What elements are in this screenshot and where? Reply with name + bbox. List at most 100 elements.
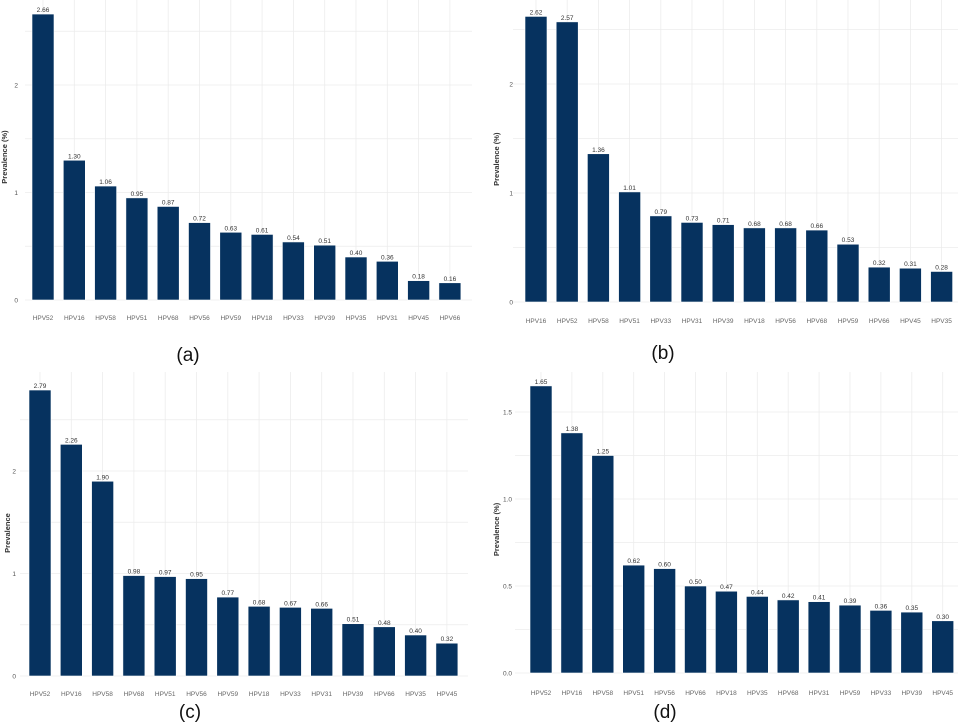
bar-hpv35	[930, 271, 953, 303]
chart-panel-c: 0 1 2 Prevalence 2.79 HPV52 2.26 HPV16 1.90 HPV58…	[3, 372, 468, 723]
data-label: 0.68	[748, 221, 761, 228]
data-label: 0.79	[654, 209, 667, 216]
x-tick-label: HPV45	[900, 318, 921, 325]
data-label: 0.48	[378, 620, 391, 627]
bar-hpv39	[711, 224, 735, 303]
bar-hpv18	[743, 227, 766, 303]
x-tick-label: HPV68	[778, 690, 799, 697]
bar-hpv45	[931, 620, 955, 674]
x-tick-label: HPV35	[931, 318, 952, 325]
x-tick-label: HPV39	[343, 691, 364, 698]
x-tick-label: HPV66	[440, 315, 461, 322]
bar-hpv18	[715, 590, 738, 674]
panel-caption: (a)	[176, 345, 199, 366]
data-label: 0.40	[350, 250, 363, 257]
y-tick-label: 0	[509, 300, 513, 307]
y-tick-label: 2	[12, 469, 16, 476]
x-tick-label: HPV35	[405, 691, 426, 698]
x-tick-label: HPV45	[932, 690, 953, 697]
x-tick-label: HPV31	[311, 691, 332, 698]
y-tick-label: 2	[14, 83, 18, 90]
data-label: 0.66	[315, 601, 328, 608]
y-axis-label: Prevalence (%)	[492, 132, 501, 186]
bar-hpv51	[622, 564, 646, 674]
x-tick-label: HPV56	[654, 690, 675, 697]
x-tick-label: HPV58	[588, 318, 609, 325]
data-label: 0.32	[441, 636, 454, 643]
data-label: 2.66	[37, 7, 50, 14]
x-tick-label: HPV59	[838, 318, 859, 325]
data-label: 1.06	[99, 179, 112, 186]
x-tick-label: HPV66	[374, 691, 395, 698]
y-axis-label: Prevalence	[3, 513, 12, 553]
x-tick-label: HPV51	[155, 691, 176, 698]
bar-hpv66	[372, 626, 396, 677]
x-tick-label: HPV33	[871, 690, 892, 697]
data-label: 0.62	[627, 558, 640, 565]
bar-hpv58	[91, 480, 114, 677]
data-label: 2.62	[530, 9, 543, 16]
x-tick-label: HPV58	[95, 315, 116, 322]
x-tick-label: HPV59	[217, 691, 238, 698]
bar-hpv39	[313, 244, 337, 301]
x-tick-label: HPV33	[283, 315, 304, 322]
bar-hpv68	[776, 599, 800, 674]
x-tick-label: HPV59	[220, 315, 241, 322]
data-label: 0.28	[935, 264, 948, 271]
data-label: 0.42	[782, 593, 795, 600]
bar-hpv58	[94, 185, 117, 301]
bar-hpv51	[618, 191, 641, 303]
data-label: 0.40	[409, 628, 422, 635]
bar-hpv18	[247, 605, 271, 677]
x-tick-label: HPV51	[127, 315, 148, 322]
x-tick-label: HPV39	[713, 318, 734, 325]
data-label: 0.72	[193, 216, 206, 223]
data-label: 0.66	[810, 223, 823, 230]
data-label: 0.61	[256, 227, 269, 234]
bar-hpv66	[684, 585, 707, 674]
x-tick-label: HPV58	[592, 690, 613, 697]
x-tick-label: HPV31	[377, 315, 398, 322]
x-tick-label: HPV18	[252, 315, 273, 322]
bar-hpv16	[59, 444, 83, 677]
bar-hpv39	[341, 623, 365, 677]
x-tick-label: HPV66	[869, 318, 890, 325]
data-label: 0.36	[381, 254, 394, 261]
y-tick-label: 1.5	[503, 410, 512, 417]
bar-hpv58	[587, 153, 610, 303]
x-tick-label: HPV56	[186, 691, 207, 698]
y-tick-label: 0	[12, 674, 16, 681]
data-label: 0.98	[128, 569, 141, 576]
panel-caption: (d)	[653, 702, 676, 723]
x-tick-label: HPV18	[249, 691, 270, 698]
x-tick-label: HPV66	[685, 690, 706, 697]
x-tick-label: HPV16	[562, 690, 583, 697]
data-label: 0.73	[686, 215, 699, 222]
data-label: 0.97	[159, 570, 172, 577]
data-label: 0.87	[162, 199, 175, 206]
data-label: 0.35	[905, 605, 918, 612]
chart-panel-d: 0.0 0.5 1.0 1.5 Prevalence (%) 1.65 HPV52 1.38 H…	[492, 372, 958, 723]
bar-hpv52	[529, 385, 553, 674]
x-tick-label: HPV68	[806, 318, 827, 325]
bar-hpv39	[900, 611, 924, 674]
data-label: 0.95	[131, 191, 144, 198]
y-axis-label: Prevalence (%)	[492, 502, 501, 556]
x-tick-label: HPV51	[619, 318, 640, 325]
bar-hpv52	[555, 21, 579, 303]
data-label: 0.77	[221, 590, 234, 597]
data-label: 1.25	[596, 449, 609, 456]
data-label: 0.51	[318, 238, 331, 245]
data-label: 0.36	[875, 603, 888, 610]
x-tick-label: HPV35	[346, 315, 367, 322]
x-tick-label: HPV58	[92, 691, 113, 698]
x-tick-label: HPV33	[280, 691, 301, 698]
data-label: 0.68	[253, 599, 266, 606]
data-label: 0.39	[844, 598, 857, 605]
bar-hpv59	[836, 243, 860, 303]
bar-hpv33	[649, 215, 673, 303]
y-tick-label: 1	[509, 191, 513, 198]
x-tick-label: HPV52	[531, 690, 552, 697]
x-tick-label: HPV68	[158, 315, 179, 322]
